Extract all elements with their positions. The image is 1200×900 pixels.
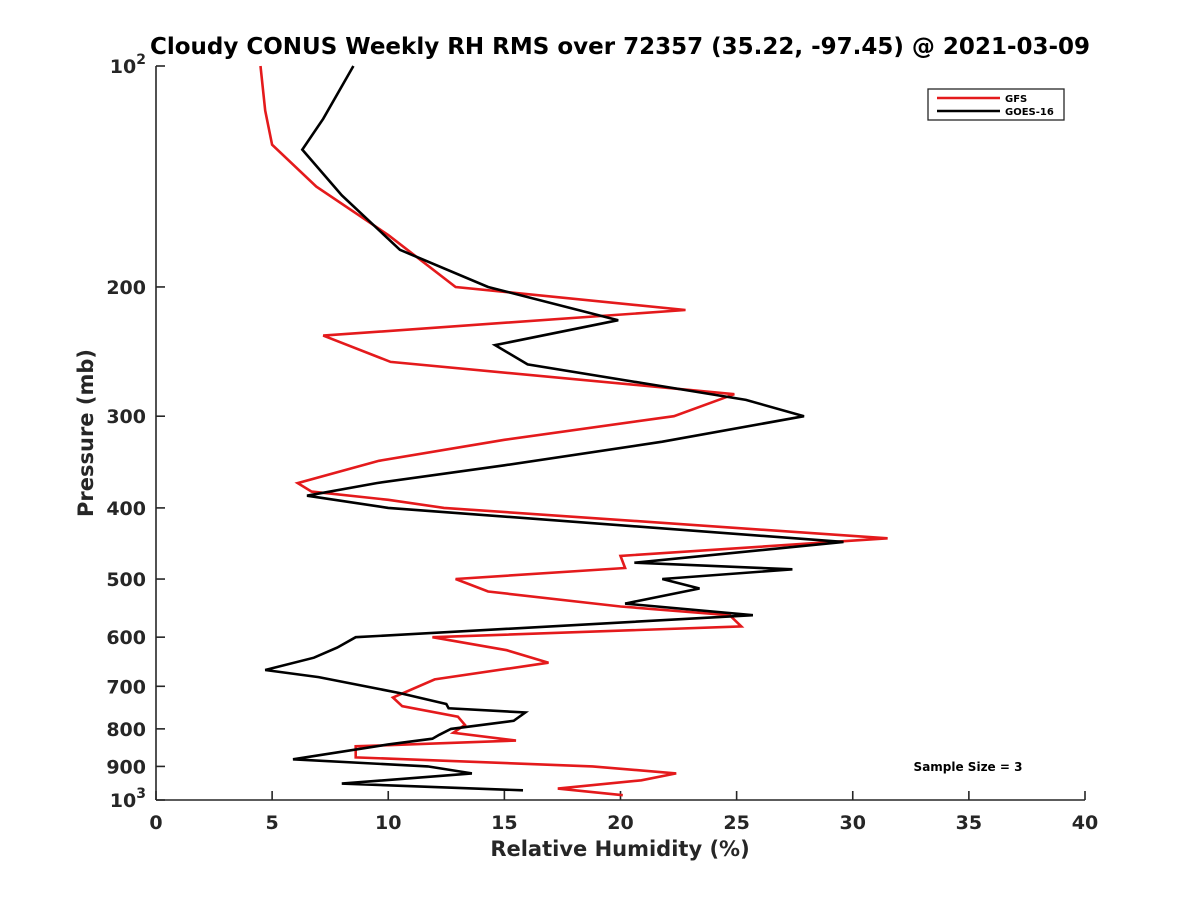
y-axis-label: Pressure (mb) bbox=[74, 349, 98, 517]
series-line-goes-16 bbox=[264, 65, 844, 792]
legend-box bbox=[927, 88, 1065, 121]
y-tick-label: 300 bbox=[106, 406, 146, 428]
x-tick-label: 25 bbox=[723, 812, 749, 834]
series-line-gfs bbox=[259, 65, 888, 797]
y-tick-label: 700 bbox=[106, 676, 146, 698]
y-tick-label: 200 bbox=[106, 277, 146, 299]
y-tick-label: 103 bbox=[110, 786, 146, 812]
y-axis-ticks: 102 200 300 400 500 600 700 800 900 103 bbox=[106, 52, 165, 812]
y-tick-label: 102 bbox=[110, 52, 146, 78]
x-tick-label: 0 bbox=[149, 812, 162, 834]
legend-label: GOES-16 bbox=[1005, 107, 1054, 118]
x-tick-label: 40 bbox=[1072, 812, 1098, 834]
series-lines bbox=[259, 65, 888, 797]
y-tick-label: 400 bbox=[106, 498, 146, 520]
y-tick-label: 800 bbox=[106, 719, 146, 741]
y-tick-label: 600 bbox=[106, 627, 146, 649]
x-tick-label: 30 bbox=[840, 812, 866, 834]
x-axis-ticks: 0 5 10 15 20 25 30 35 40 bbox=[149, 791, 1098, 834]
legend: GFS GOES-16 bbox=[927, 88, 1065, 121]
x-tick-label: 35 bbox=[956, 812, 982, 834]
y-tick-label: 500 bbox=[106, 569, 146, 591]
x-tick-label: 5 bbox=[266, 812, 279, 834]
x-tick-label: 15 bbox=[491, 812, 517, 834]
legend-label: GFS bbox=[1005, 94, 1027, 105]
y-tick-label: 900 bbox=[106, 756, 146, 778]
x-tick-label: 20 bbox=[607, 812, 633, 834]
x-tick-label: 10 bbox=[375, 812, 401, 834]
chart-title: Cloudy CONUS Weekly RH RMS over 72357 (3… bbox=[150, 34, 1090, 60]
sample-size-annotation: Sample Size = 3 bbox=[914, 760, 1023, 774]
x-axis-label: Relative Humidity (%) bbox=[490, 837, 749, 861]
